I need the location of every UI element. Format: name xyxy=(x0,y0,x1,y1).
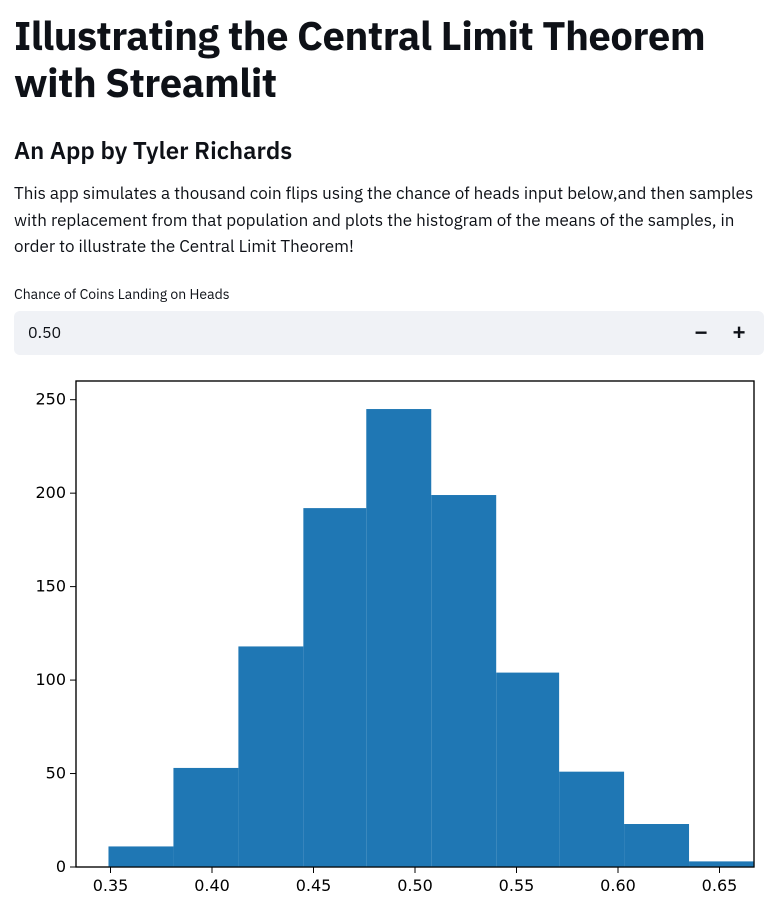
x-tick-label: 0.60 xyxy=(600,876,636,895)
heads-chance-input[interactable] xyxy=(26,322,682,344)
histogram-bar xyxy=(366,409,431,867)
histogram-bar xyxy=(238,647,303,868)
y-tick-label: 200 xyxy=(35,484,66,503)
app-description: This app simulates a thousand coin flips… xyxy=(14,180,764,259)
histogram-bar xyxy=(624,824,689,867)
y-tick-label: 100 xyxy=(35,670,66,689)
x-tick-label: 0.55 xyxy=(499,876,535,895)
histogram-chart: 0 50 100 150 200 250 0.35 0.40 0.45 0.50 0.55 0.60 0… xyxy=(14,373,764,903)
x-tick-label: 0.65 xyxy=(702,876,738,895)
input-label: Chance of Coins Landing on Heads xyxy=(14,285,764,303)
increment-button[interactable]: + xyxy=(720,315,758,351)
page-subtitle: An App by Tyler Richards xyxy=(14,134,764,166)
x-tick-label: 0.40 xyxy=(194,876,230,895)
number-input-container: − + xyxy=(14,311,764,355)
y-tick-label: 150 xyxy=(35,577,66,596)
histogram-bar xyxy=(559,772,624,867)
histogram-bar xyxy=(108,847,173,868)
x-tick-label: 0.50 xyxy=(397,876,433,895)
histogram-bar xyxy=(173,768,238,867)
page-title: Illustrating the Central Limit Theorem w… xyxy=(14,12,764,106)
histogram-bar xyxy=(496,673,559,867)
decrement-button[interactable]: − xyxy=(682,315,720,351)
y-tick-label: 0 xyxy=(56,857,66,876)
histogram-bar xyxy=(431,495,496,867)
x-tick-label: 0.45 xyxy=(296,876,332,895)
histogram-bar xyxy=(303,509,366,868)
y-tick-label: 50 xyxy=(46,764,66,783)
x-tick-label: 0.35 xyxy=(93,876,129,895)
histogram-bar xyxy=(689,862,754,868)
y-tick-label: 250 xyxy=(35,390,66,409)
